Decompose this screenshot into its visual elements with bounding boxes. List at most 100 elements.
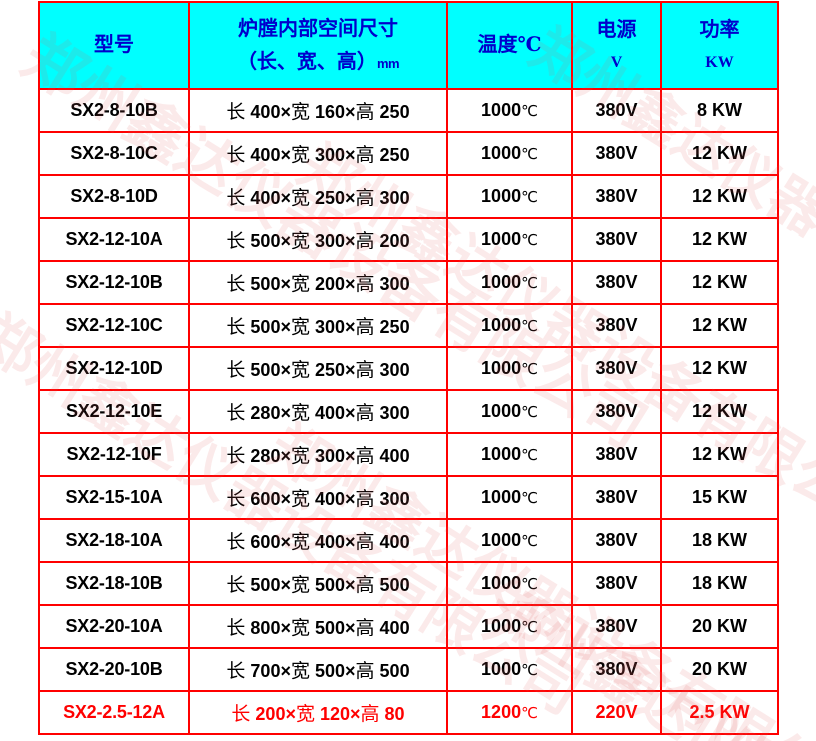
cell-model: SX2-18-10B <box>38 561 190 606</box>
cell-dimensions: 长 280×宽 300×高 400 <box>188 432 448 477</box>
cell-dimensions: 长 400×宽 300×高 250 <box>188 131 448 176</box>
cell-dimensions: 长 500×宽 500×高 500 <box>188 561 448 606</box>
degree-celsius-symbol: ℃ <box>521 532 538 550</box>
table-body: SX2-8-10B 长 400×宽 160×高 250 1000℃ 380V 8 KW S… <box>38 88 779 735</box>
cell-power: 12 KW <box>660 432 779 477</box>
cell-model: SX2-12-10D <box>38 346 190 391</box>
cell-temperature: 1000℃ <box>446 561 573 606</box>
degree-celsius-symbol: ℃ <box>521 575 538 593</box>
cell-voltage: 380V <box>571 217 662 262</box>
table-row: SX2-12-10B 长 500×宽 200×高 300 1000℃ 380V 12 K… <box>38 260 779 305</box>
cell-voltage: 220V <box>571 690 662 735</box>
cell-power: 12 KW <box>660 217 779 262</box>
cell-temperature: 1000℃ <box>446 174 573 219</box>
cell-voltage: 380V <box>571 475 662 520</box>
cell-dimensions: 长 700×宽 500×高 500 <box>188 647 448 692</box>
cell-voltage: 380V <box>571 346 662 391</box>
cell-model: SX2-18-10A <box>38 518 190 563</box>
header-label-temperature: 温度℃ <box>477 34 542 56</box>
cell-temperature: 1000℃ <box>446 217 573 262</box>
cell-temperature: 1000℃ <box>446 131 573 176</box>
table-row: SX2-12-10D 长 500×宽 250×高 300 1000℃ 380V 12 K… <box>38 346 779 391</box>
cell-voltage: 380V <box>571 88 662 133</box>
cell-power: 12 KW <box>660 389 779 434</box>
cell-model: SX2-8-10B <box>38 88 190 133</box>
cell-model: SX2-15-10A <box>38 475 190 520</box>
cell-dimensions: 长 400×宽 250×高 300 <box>188 174 448 219</box>
cell-temperature: 1000℃ <box>446 88 573 133</box>
cell-dimensions: 长 600×宽 400×高 400 <box>188 518 448 563</box>
cell-temperature: 1000℃ <box>446 346 573 391</box>
cell-power: 15 KW <box>660 475 779 520</box>
cell-voltage: 380V <box>571 389 662 434</box>
cell-power: 12 KW <box>660 346 779 391</box>
degree-celsius-symbol: ℃ <box>521 188 538 206</box>
table-row: SX2-8-10D 长 400×宽 250×高 300 1000℃ 380V 12 KW <box>38 174 779 219</box>
header-sublabel-dimensions-text: （长、宽、高） <box>236 50 377 73</box>
table-row: SX2-2.5-12A 长 200×宽 120×高 80 1200℃ 220V 2.5 … <box>38 690 779 735</box>
cell-model: SX2-8-10C <box>38 131 190 176</box>
table-row: SX2-12-10C 长 500×宽 300×高 250 1000℃ 380V 12 K… <box>38 303 779 348</box>
spec-table-container: 型号 炉膛内部空间尺寸 （长、宽、高）mm 温度℃ 电源 V 功率 KW <box>38 1 779 735</box>
cell-dimensions: 长 500×宽 300×高 250 <box>188 303 448 348</box>
cell-power: 20 KW <box>660 604 779 649</box>
table-header: 型号 炉膛内部空间尺寸 （长、宽、高）mm 温度℃ 电源 V 功率 KW <box>38 1 779 90</box>
cell-temperature: 1200℃ <box>446 690 573 735</box>
cell-temperature: 1000℃ <box>446 604 573 649</box>
degree-celsius-symbol: ℃ <box>521 489 538 507</box>
cell-dimensions: 长 500×宽 300×高 200 <box>188 217 448 262</box>
cell-voltage: 380V <box>571 561 662 606</box>
cell-voltage: 380V <box>571 260 662 305</box>
cell-temperature: 1000℃ <box>446 389 573 434</box>
cell-voltage: 380V <box>571 303 662 348</box>
cell-power: 12 KW <box>660 174 779 219</box>
cell-power: 8 KW <box>660 88 779 133</box>
cell-model: SX2-8-10D <box>38 174 190 219</box>
cell-temperature: 1000℃ <box>446 432 573 477</box>
table-row: SX2-8-10C 长 400×宽 300×高 250 1000℃ 380V 12 KW <box>38 131 779 176</box>
degree-celsius-symbol: ℃ <box>521 704 538 722</box>
degree-celsius-symbol: ℃ <box>521 102 538 120</box>
cell-temperature: 1000℃ <box>446 518 573 563</box>
cell-power: 12 KW <box>660 260 779 305</box>
cell-temperature: 1000℃ <box>446 475 573 520</box>
cell-power: 18 KW <box>660 561 779 606</box>
cell-power: 12 KW <box>660 303 779 348</box>
cell-model: SX2-12-10C <box>38 303 190 348</box>
cell-model: SX2-12-10F <box>38 432 190 477</box>
degree-celsius-symbol: ℃ <box>521 360 538 378</box>
degree-celsius-symbol: ℃ <box>521 661 538 679</box>
degree-celsius-symbol: ℃ <box>521 403 538 421</box>
furnace-spec-table: 型号 炉膛内部空间尺寸 （长、宽、高）mm 温度℃ 电源 V 功率 KW <box>38 1 779 735</box>
header-unit-dimensions: mm <box>376 55 400 71</box>
cell-power: 20 KW <box>660 647 779 692</box>
header-label-power: 功率 <box>699 18 740 41</box>
cell-dimensions: 长 500×宽 250×高 300 <box>188 346 448 391</box>
cell-model: SX2-12-10E <box>38 389 190 434</box>
cell-dimensions: 长 400×宽 160×高 250 <box>188 88 448 133</box>
table-row: SX2-12-10A 长 500×宽 300×高 200 1000℃ 380V 12 K… <box>38 217 779 262</box>
header-cell-dimensions: 炉膛内部空间尺寸 （长、宽、高）mm <box>188 1 448 90</box>
degree-celsius-symbol: ℃ <box>521 274 538 292</box>
header-label-voltage: 电源 <box>596 18 637 41</box>
degree-celsius-symbol: ℃ <box>521 446 538 464</box>
degree-celsius-symbol: ℃ <box>521 618 538 636</box>
cell-temperature: 1000℃ <box>446 303 573 348</box>
cell-voltage: 380V <box>571 518 662 563</box>
cell-model: SX2-20-10A <box>38 604 190 649</box>
table-row: SX2-8-10B 长 400×宽 160×高 250 1000℃ 380V 8 KW <box>38 88 779 133</box>
header-unit-power: KW <box>705 53 734 71</box>
header-cell-model: 型号 <box>38 1 190 90</box>
cell-temperature: 1000℃ <box>446 647 573 692</box>
cell-dimensions: 长 600×宽 400×高 300 <box>188 475 448 520</box>
degree-celsius-symbol: ℃ <box>521 145 538 163</box>
cell-voltage: 380V <box>571 174 662 219</box>
cell-model: SX2-2.5-12A <box>38 690 190 735</box>
degree-celsius-symbol: ℃ <box>521 231 538 249</box>
header-cell-power: 功率 KW <box>660 1 779 90</box>
cell-voltage: 380V <box>571 432 662 477</box>
cell-temperature: 1000℃ <box>446 260 573 305</box>
table-row: SX2-18-10A 长 600×宽 400×高 400 1000℃ 380V 18 K… <box>38 518 779 563</box>
cell-dimensions: 长 500×宽 200×高 300 <box>188 260 448 305</box>
header-sublabel-dimensions: （长、宽、高）mm <box>190 51 446 74</box>
